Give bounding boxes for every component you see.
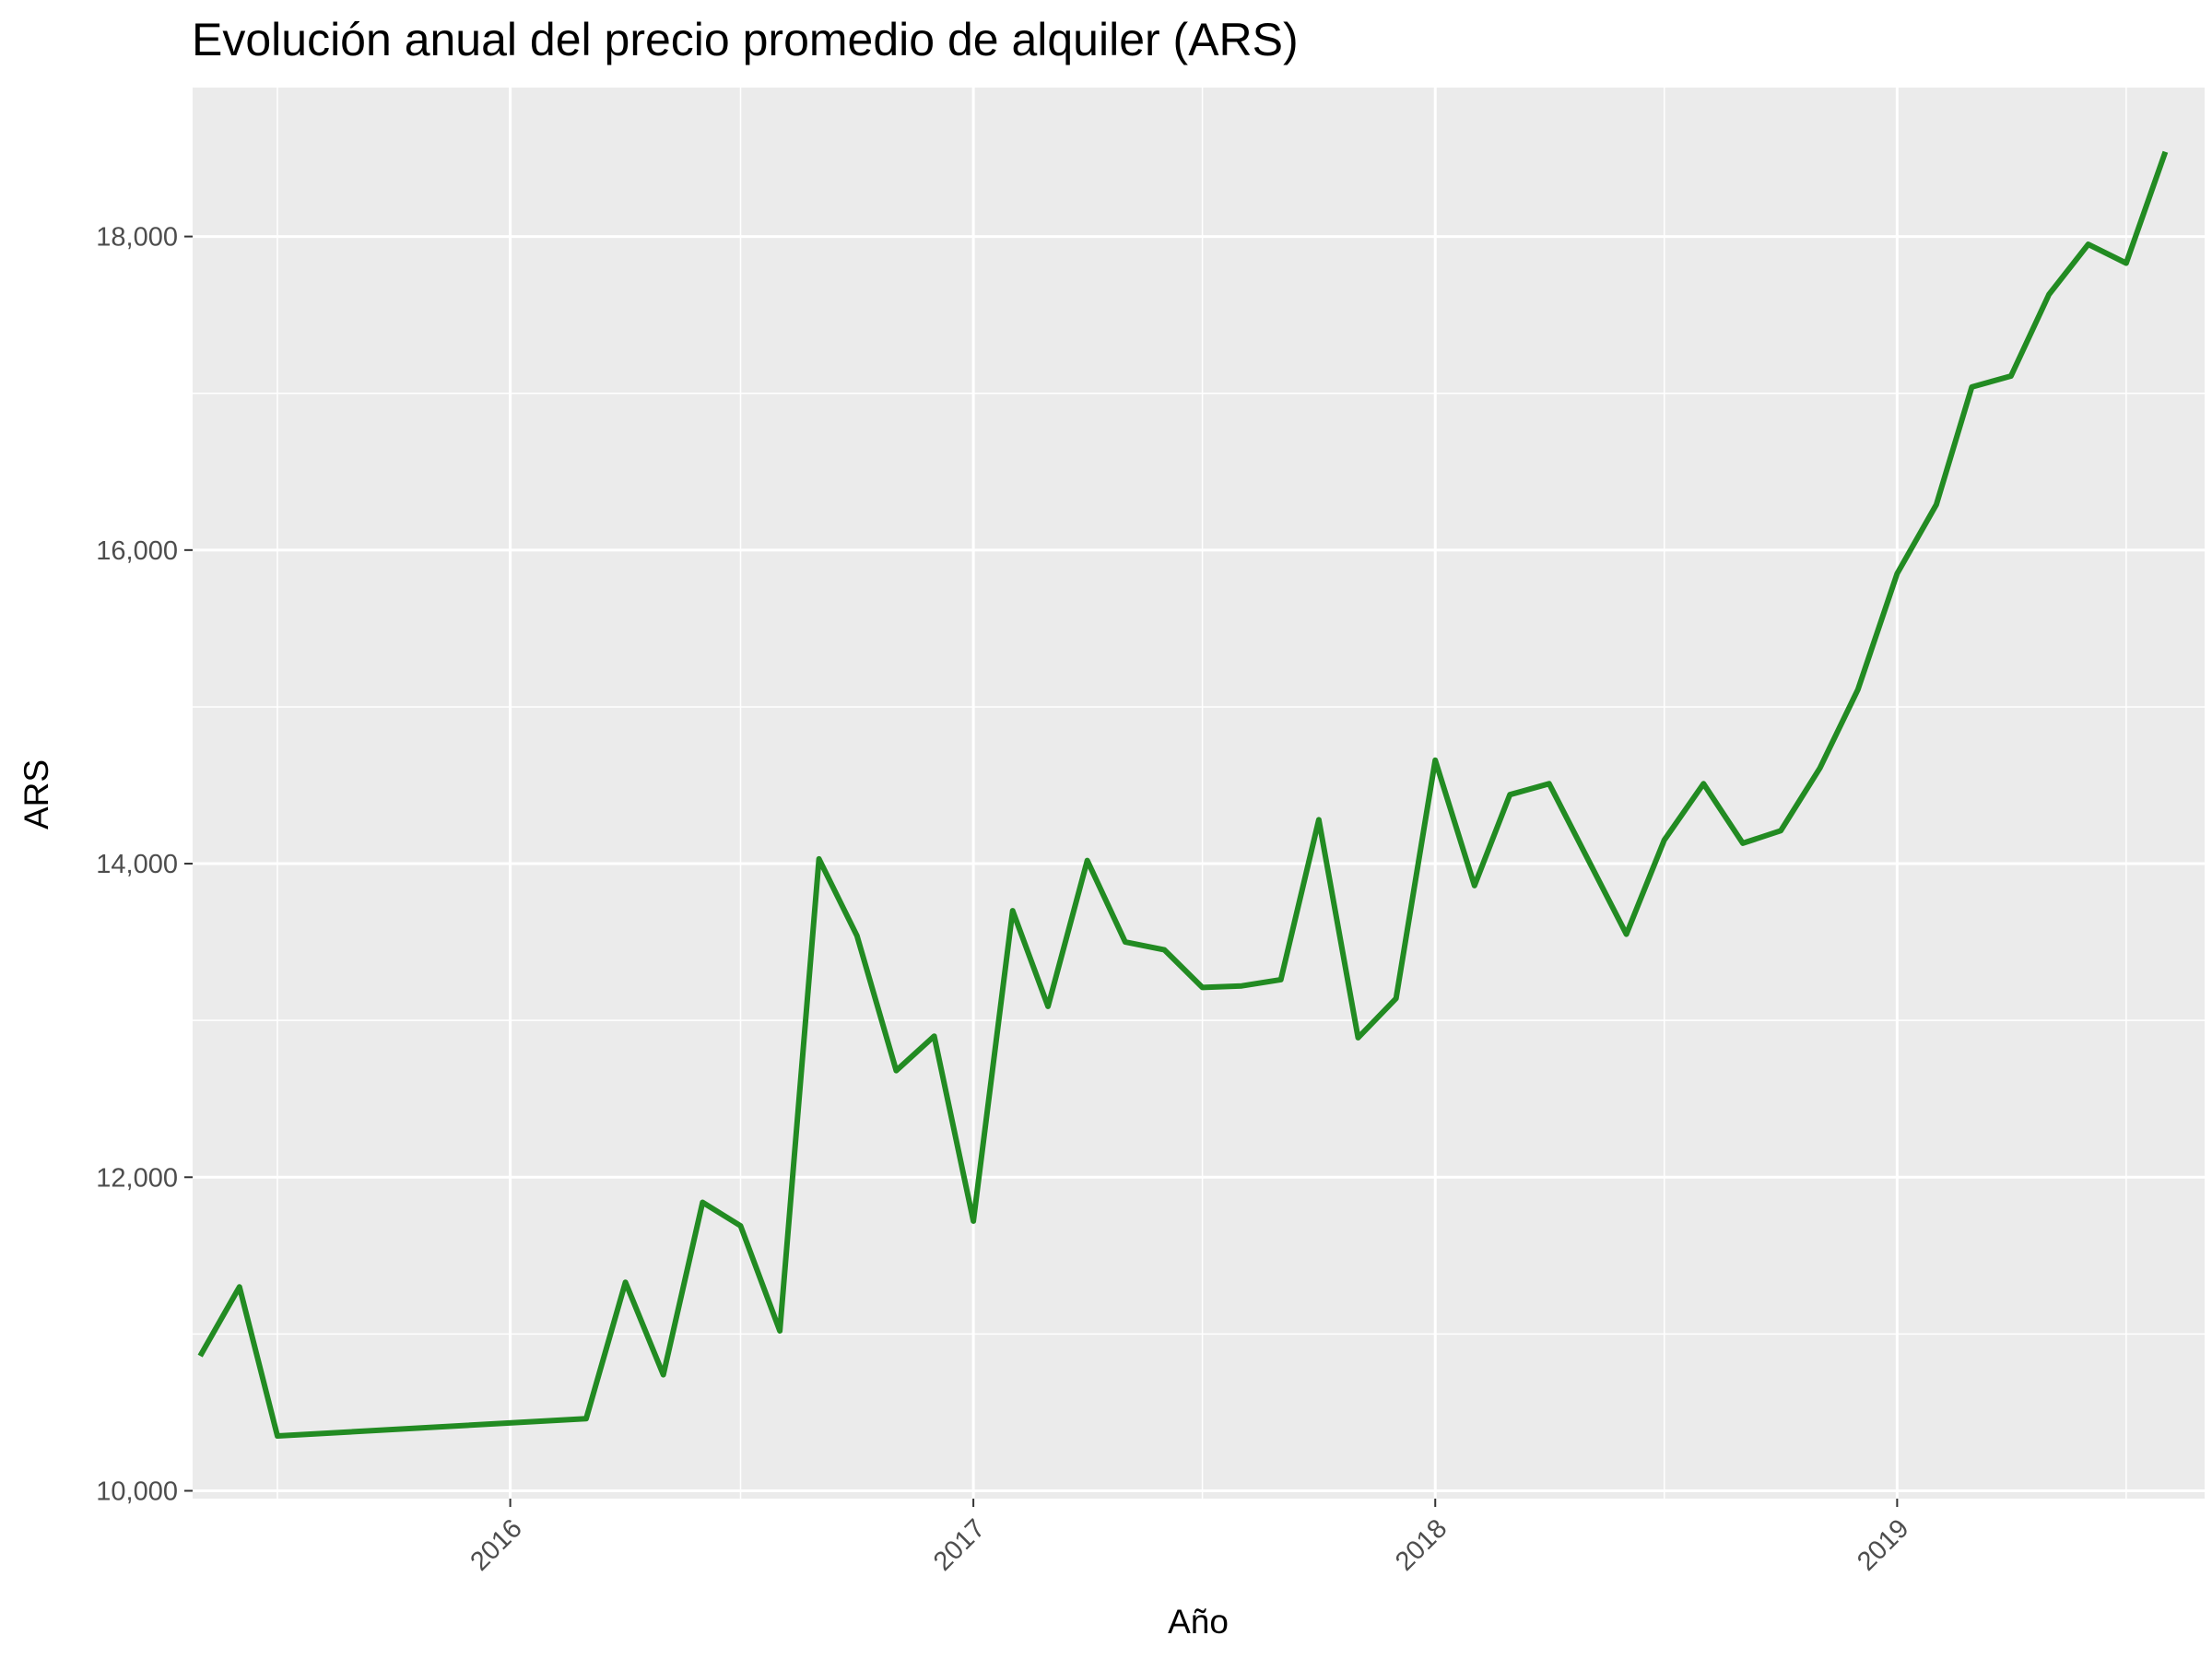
y-tick-label: 16,000 [96,536,178,566]
series-layer [197,150,2169,1439]
y-axis-labels: 10,000 12,000 14,000 16,000 18,000 [96,223,178,1507]
y-tick-label: 12,000 [96,1163,178,1193]
x-axis-labels: 2016 2017 2018 2019 [465,1513,1914,1576]
grid-major [193,88,2205,1499]
axis-ticks [184,235,1899,1507]
series-line [197,150,2169,1439]
grid-minor [193,88,2205,1499]
plot-panel [193,88,2205,1499]
x-tick-label: 2019 [1852,1513,1914,1576]
x-tick-label: 2017 [928,1513,991,1576]
x-tick-label: 2016 [465,1513,527,1576]
y-tick-label: 18,000 [96,223,178,253]
x-axis-title: Año [1168,1603,1229,1641]
chart-title: Evolución anual del precio promedio de a… [192,14,1299,65]
y-tick-label: 14,000 [96,850,178,879]
y-tick-label: 10,000 [96,1477,178,1506]
x-tick-label: 2018 [1390,1513,1453,1576]
y-axis-title: ARS [18,759,55,830]
